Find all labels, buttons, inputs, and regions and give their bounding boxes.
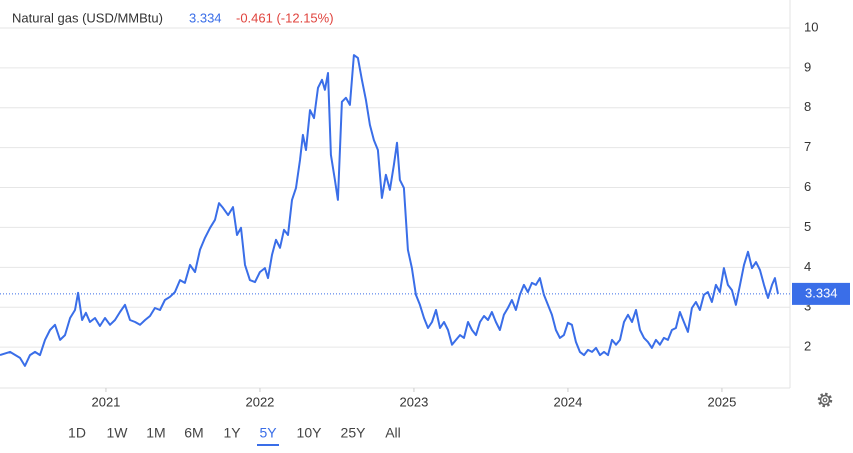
y-tick-label: 4 bbox=[804, 259, 811, 274]
range-button[interactable]: All bbox=[385, 425, 401, 441]
last-value-box bbox=[792, 282, 850, 305]
settings-icon[interactable] bbox=[817, 392, 833, 408]
range-button[interactable]: 25Y bbox=[341, 425, 367, 441]
y-tick-label: 10 bbox=[804, 19, 818, 34]
selected-underline bbox=[257, 444, 279, 446]
y-tick-label: 3 bbox=[804, 299, 811, 314]
y-tick-label: 6 bbox=[804, 179, 811, 194]
y-tick-label: 8 bbox=[804, 99, 811, 114]
price-line bbox=[0, 54, 779, 367]
range-button[interactable]: 1M bbox=[146, 425, 165, 441]
y-tick-label: 9 bbox=[804, 59, 811, 74]
x-tick-label: 2022 bbox=[245, 394, 274, 409]
x-tick-label: 2021 bbox=[91, 394, 120, 409]
y-tick-label: 5 bbox=[804, 219, 811, 234]
x-tick-label: 2025 bbox=[707, 394, 736, 409]
range-button[interactable]: 1W bbox=[107, 425, 129, 441]
range-button[interactable]: 1D bbox=[68, 425, 86, 441]
last-value: 3.334 bbox=[189, 10, 222, 25]
chart-title: Natural gas (USD/MMBtu) bbox=[12, 10, 163, 25]
last-value-label: 3.334 bbox=[805, 285, 838, 300]
range-button[interactable]: 5Y bbox=[259, 425, 277, 441]
x-tick-label: 2024 bbox=[553, 394, 582, 409]
change: -0.461 (-12.15%) bbox=[236, 10, 334, 25]
x-tick-label: 2023 bbox=[399, 394, 428, 409]
range-button[interactable]: 1Y bbox=[223, 425, 241, 441]
y-tick-label: 2 bbox=[804, 339, 811, 354]
y-tick-label: 7 bbox=[804, 139, 811, 154]
range-button[interactable]: 10Y bbox=[297, 425, 323, 441]
range-button[interactable]: 6M bbox=[184, 425, 203, 441]
